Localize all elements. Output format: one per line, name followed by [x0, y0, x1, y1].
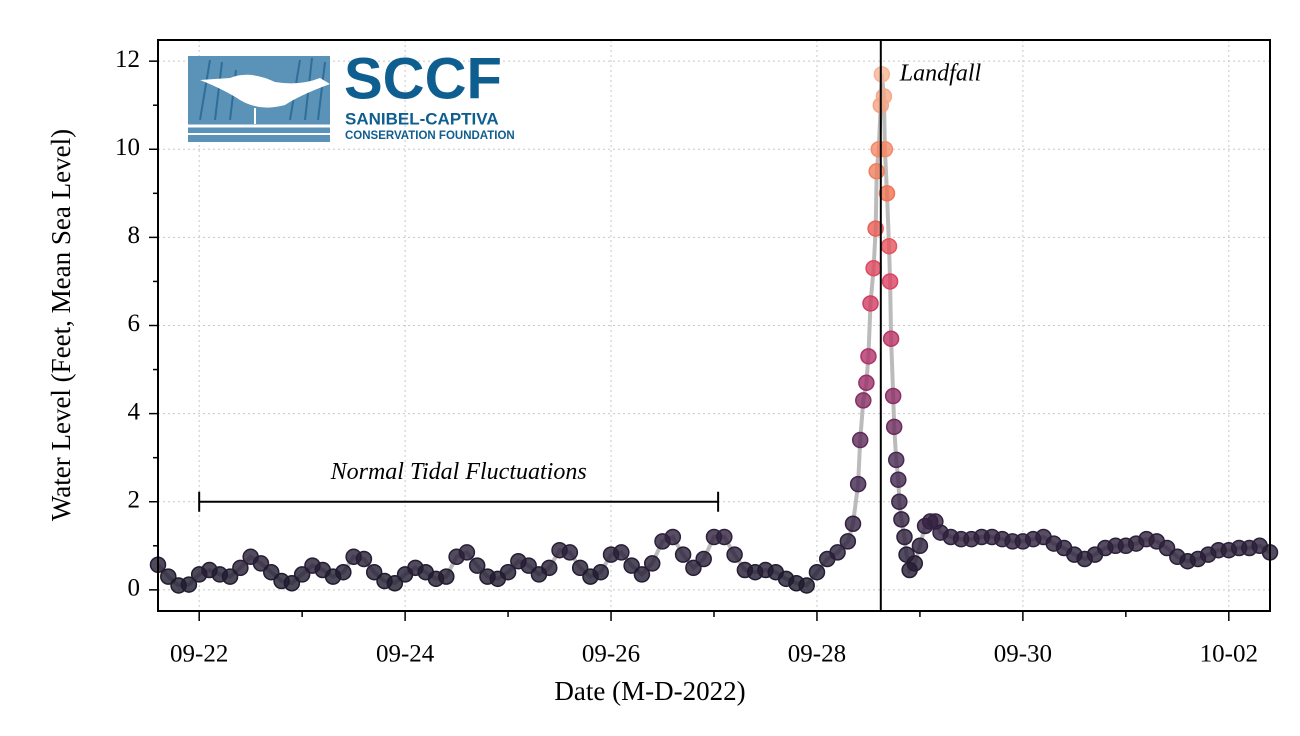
logo-subtitle: SANIBEL-CAPTIVA: [345, 109, 499, 128]
y-tick-label: 2: [128, 486, 141, 513]
x-tick-label: 09-22: [170, 641, 228, 668]
data-point: [561, 544, 579, 561]
x-tick-label: 10-02: [1200, 641, 1258, 668]
landfall-label: Landfall: [899, 61, 982, 87]
x-axis-title: Date (M-D-2022): [554, 676, 745, 706]
logo-subtitle: CONSERVATION FOUNDATION: [345, 130, 515, 142]
data-point: [911, 537, 929, 555]
data-point: [865, 259, 882, 277]
connecting-line: [156, 74, 1272, 588]
data-point: [180, 576, 198, 593]
data-point: [881, 273, 899, 290]
y-tick-label: 6: [128, 310, 141, 337]
data-point: [884, 387, 902, 405]
data-point: [716, 528, 733, 546]
data-point: [633, 566, 651, 583]
data-point: [862, 295, 879, 312]
data-point: [623, 557, 640, 574]
data-point: [893, 511, 910, 528]
x-tick-label: 09-26: [582, 641, 640, 668]
data-point: [887, 451, 905, 469]
x-tick-label: 09-30: [994, 641, 1052, 668]
data-point: [613, 544, 630, 561]
data-point: [232, 559, 249, 577]
data-point: [858, 374, 875, 392]
data-point: [571, 559, 589, 577]
data-point: [674, 546, 692, 563]
logo: SCCF SANIBEL-CAPTIVA CONSERVATION FOUNDA…: [188, 46, 515, 142]
data-point: [868, 163, 885, 180]
data-point: [520, 557, 537, 574]
y-axis-title: Water Level (Feet, Mean Sea Level): [46, 129, 76, 521]
logo-title: SCCF: [344, 46, 502, 111]
data-point: [685, 559, 702, 577]
data-point: [293, 566, 311, 583]
data-point: [875, 88, 893, 105]
y-tick-label: 8: [128, 222, 141, 249]
data-point: [839, 533, 857, 550]
bracket-label: Normal Tidal Fluctuations: [330, 459, 587, 485]
y-tick-label: 10: [115, 134, 140, 161]
data-point: [798, 577, 815, 594]
x-tick-label: 09-28: [788, 641, 846, 668]
data-point: [880, 237, 898, 255]
data-point: [643, 555, 661, 572]
data-point: [860, 348, 877, 365]
y-tick-label: 0: [128, 575, 141, 602]
data-point: [891, 493, 908, 510]
data-point: [695, 550, 712, 568]
data-point: [867, 220, 884, 237]
data-point: [221, 568, 239, 585]
data-point: [438, 568, 455, 585]
y-tick-label: 12: [115, 46, 140, 73]
data-point: [726, 546, 743, 563]
data-point: [896, 528, 913, 546]
data-point: [499, 563, 517, 581]
data-point: [252, 555, 270, 572]
data-point: [873, 66, 891, 83]
data-point: [851, 431, 869, 449]
plot-frame: [157, 39, 1271, 612]
data-point: [906, 555, 924, 572]
data-point: [263, 563, 280, 581]
data-point: [849, 475, 867, 493]
data-point: [844, 515, 862, 533]
data-point: [468, 557, 486, 574]
data-point: [283, 574, 301, 592]
y-tick-label: 4: [128, 398, 141, 425]
data-point: [878, 185, 896, 202]
data-point: [365, 563, 383, 581]
data-point: [592, 563, 609, 581]
data-point: [355, 550, 373, 568]
data-point: [855, 392, 872, 409]
data-point: [541, 559, 558, 577]
data-point: [335, 563, 352, 581]
x-tick-label: 09-24: [376, 641, 435, 668]
logo-bird: [200, 74, 330, 108]
data-point: [808, 563, 826, 581]
data-point: [882, 330, 900, 347]
data-point: [1158, 539, 1176, 557]
data-point: [386, 574, 404, 592]
data-point: [876, 141, 894, 158]
data-point: [829, 544, 846, 561]
data-point: [458, 544, 476, 561]
data-point: [885, 418, 903, 436]
data-point: [664, 528, 682, 546]
data-point: [160, 568, 177, 585]
data-point: [890, 471, 907, 488]
